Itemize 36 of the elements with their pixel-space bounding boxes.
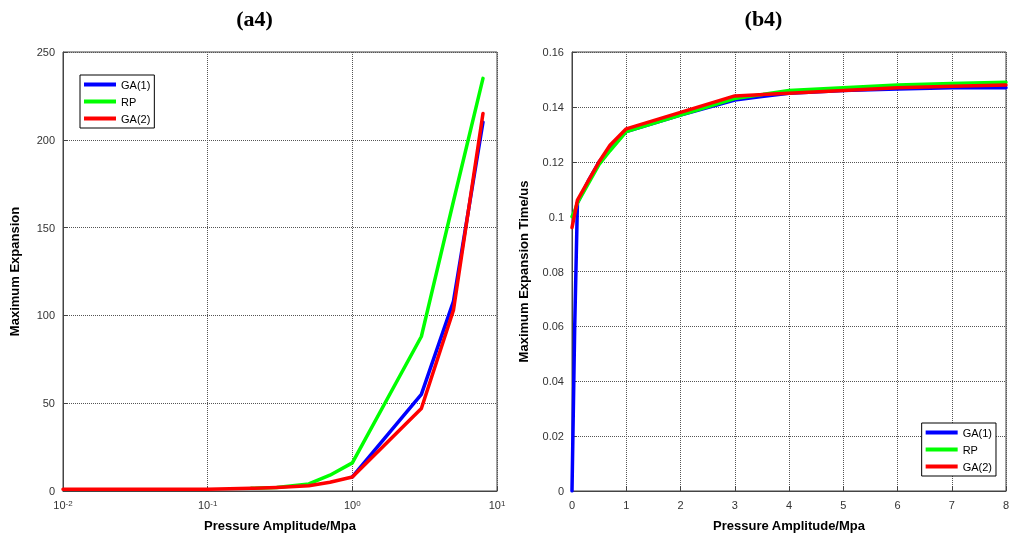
y-tick-label: 0.04: [542, 375, 564, 388]
y-tick-label: 50: [42, 397, 55, 410]
y-tick-label: 0.06: [542, 320, 564, 333]
x-tick-label: 6: [894, 498, 901, 511]
x-tick-label: 3: [731, 498, 738, 511]
x-tick-label: 8: [1002, 498, 1010, 511]
x-tick-label: 4: [785, 498, 793, 511]
y-tick-label: 0.08: [542, 265, 564, 278]
x-axis-title: Pressure Amplitude/Mpa: [713, 518, 866, 533]
y-tick-label: 0.16: [542, 46, 564, 58]
legend-label: GA(1): [121, 78, 151, 91]
y-tick-label: 0.12: [542, 155, 564, 168]
y-tick-label: 0.14: [542, 100, 564, 113]
legend-label: RP: [962, 443, 978, 456]
y-tick-label: 0.1: [548, 210, 564, 223]
y-tick-label: 0: [557, 485, 564, 497]
chart-title: (b4): [744, 5, 783, 31]
x-tick-label: 1: [623, 498, 630, 511]
x-tick-label: 5: [840, 498, 847, 511]
legend-label: RP: [121, 95, 137, 108]
chart-title: (a4): [236, 5, 273, 31]
legend-label: GA(2): [962, 460, 993, 473]
y-axis-title: Maximum Expansion: [7, 206, 22, 337]
legend-label: GA(1): [962, 426, 993, 439]
x-tick-label: 7: [948, 498, 955, 511]
x-tick-label: 2: [677, 498, 684, 511]
y-tick-label: 0.02: [542, 430, 564, 443]
x-tick-label: 0: [568, 498, 576, 511]
y-tick-label: 0: [48, 485, 55, 497]
y-tick-label: 150: [36, 221, 55, 234]
y-tick-label: 100: [36, 309, 55, 322]
y-tick-label: 250: [36, 46, 55, 58]
x-axis-title: Pressure Amplitude/Mpa: [204, 518, 357, 533]
y-axis-title: Maximum Expansion Time/us: [516, 180, 531, 363]
legend-label: GA(2): [121, 112, 151, 125]
y-tick-label: 200: [36, 133, 55, 146]
